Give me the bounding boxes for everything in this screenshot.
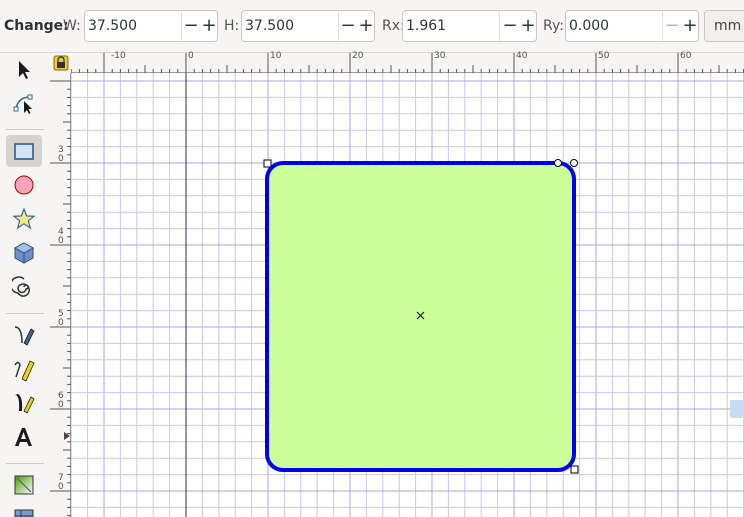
height-spinbox: − + [241, 10, 375, 42]
ruler-expand-arrow-icon[interactable] [63, 431, 71, 441]
star-icon [12, 207, 36, 230]
vertical-ruler: 3 0 4 0 5 0 6 0 7 0 [50, 73, 71, 517]
lock-icon[interactable] [50, 53, 71, 73]
width-increment-button[interactable]: + [201, 15, 217, 36]
text-icon [15, 428, 32, 446]
tool-controls-bar: Change: W: − + H: − + Rx: − + Ry: − + mm [0, 0, 744, 53]
rx-input[interactable] [403, 11, 499, 41]
ry-spinbox: − + [565, 10, 699, 42]
spiral-icon [12, 276, 30, 297]
pencil-icon [14, 360, 35, 381]
selector-tool[interactable] [6, 53, 42, 85]
ruler-label: 0 [58, 154, 64, 164]
mesh-tool[interactable] [6, 503, 42, 517]
ellipse-tool[interactable] [6, 169, 42, 201]
drawing-canvas[interactable] [71, 73, 744, 517]
width-input[interactable] [85, 11, 181, 41]
height-input[interactable] [242, 11, 338, 41]
ruler-label: -10 [111, 51, 126, 61]
ruler-label: 0 [58, 236, 64, 246]
ellipse-icon [14, 175, 34, 195]
node-editor-icon [13, 94, 33, 114]
ry-label: Ry: [543, 18, 564, 34]
ruler-corner [50, 53, 71, 73]
ry-input[interactable] [566, 11, 662, 41]
calligraphy-tool[interactable] [6, 387, 42, 419]
mesh-icon [14, 509, 34, 517]
ruler-label: 50 [598, 51, 610, 61]
rx-radius-handle[interactable] [554, 159, 562, 167]
3d-box-icon [13, 242, 35, 264]
rectangle-icon [14, 143, 34, 160]
ruler-label: 30 [434, 51, 446, 61]
toolbox [0, 53, 50, 517]
3d-box-tool[interactable] [6, 237, 42, 269]
ruler-label: 6 [58, 391, 64, 401]
gradient-icon [14, 475, 34, 495]
ry-increment-button[interactable]: + [682, 15, 698, 36]
node-tool[interactable] [6, 87, 42, 119]
side-panel-tab[interactable] [730, 400, 744, 418]
selected-rounded-rectangle[interactable] [265, 161, 576, 472]
corner-resize-handle[interactable] [570, 465, 579, 474]
ry-radius-handle[interactable] [570, 159, 578, 167]
calligraphy-icon [15, 394, 35, 414]
height-increment-button[interactable]: + [358, 15, 374, 36]
ruler-label: 0 [58, 482, 64, 492]
pen-bezier-icon [14, 326, 35, 346]
ruler-label: 7 [58, 473, 64, 483]
unit-selector[interactable]: mm [704, 10, 744, 42]
ruler-label: 40 [516, 51, 528, 61]
ruler-label: 3 [58, 145, 64, 155]
corner-resize-handle[interactable] [263, 159, 272, 168]
gradient-tool[interactable] [6, 469, 42, 501]
ruler-label: 10 [270, 51, 282, 61]
rx-label: Rx: [382, 18, 405, 34]
ruler-label: 0 [58, 318, 64, 328]
ruler-label: 0 [188, 51, 194, 61]
height-decrement-button[interactable]: − [340, 15, 356, 36]
ruler-label: 20 [352, 51, 364, 61]
canvas-drawing[interactable] [71, 73, 744, 517]
ry-decrement-button[interactable]: − [664, 15, 680, 36]
width-label: W: [63, 18, 81, 34]
ruler-label: 5 [58, 309, 64, 319]
ruler-label: 4 [58, 227, 64, 237]
ruler-label: 60 [680, 51, 692, 61]
pencil-tool[interactable] [6, 353, 42, 385]
rotation-center-icon[interactable] [416, 311, 425, 320]
pen-tool[interactable] [6, 319, 42, 351]
height-label: H: [224, 18, 240, 34]
star-tool[interactable] [6, 203, 42, 235]
spiral-tool[interactable] [6, 271, 42, 303]
rx-decrement-button[interactable]: − [502, 15, 518, 36]
text-tool[interactable] [6, 421, 42, 453]
change-label: Change: [4, 18, 69, 34]
rx-increment-button[interactable]: + [520, 15, 536, 36]
horizontal-ruler: -10 0 10 20 30 40 50 60 [71, 51, 744, 73]
selector-arrow-icon [19, 61, 30, 79]
width-decrement-button[interactable]: − [183, 15, 199, 36]
rx-spinbox: − + [402, 10, 537, 42]
rectangle-tool[interactable] [6, 135, 42, 167]
width-spinbox: − + [84, 10, 218, 42]
ruler-label: 0 [58, 400, 64, 410]
